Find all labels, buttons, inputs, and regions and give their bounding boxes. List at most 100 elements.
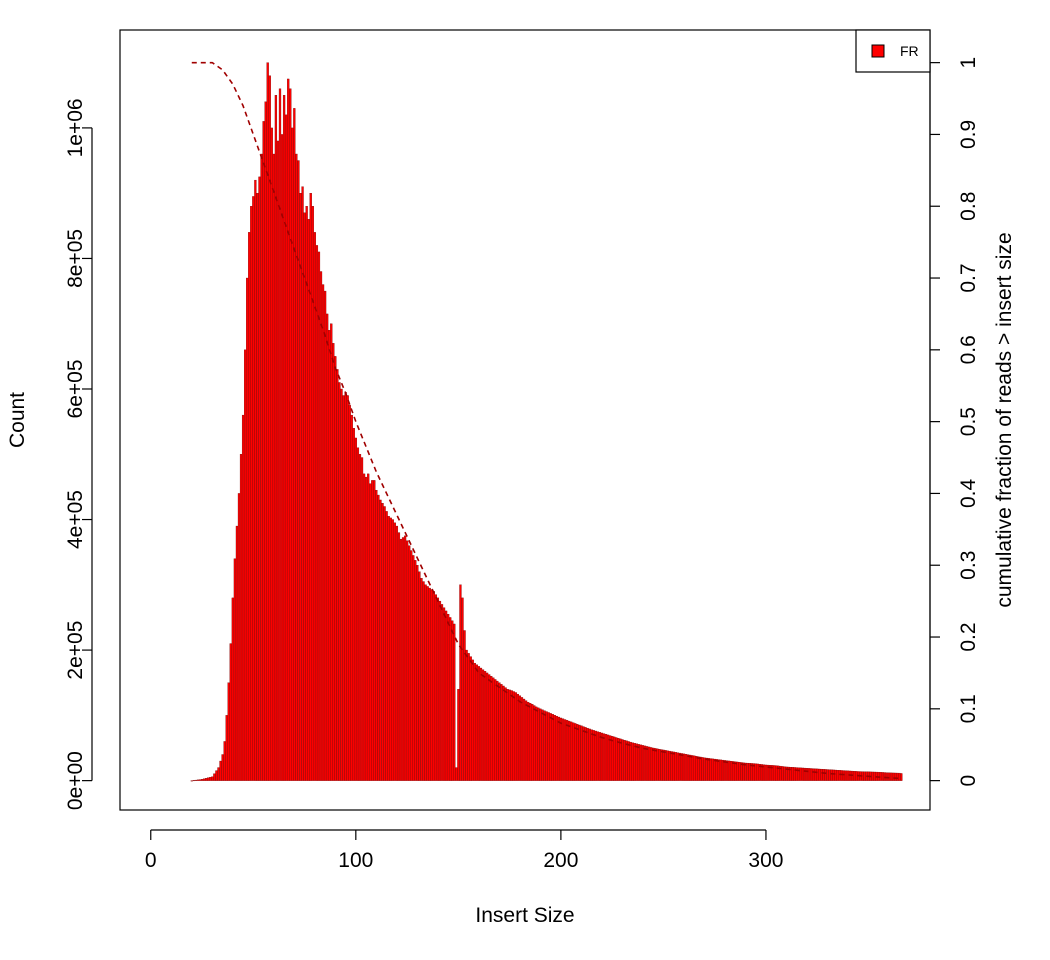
bar-insert-size-215 [590, 729, 593, 781]
bar-insert-size-227 [615, 737, 618, 781]
bar-insert-size-249 [660, 749, 663, 781]
y2-tick-label-8: 0.8 [957, 192, 980, 221]
bar-insert-size-143 [442, 607, 446, 781]
bar-insert-size-88 [330, 323, 333, 781]
bar-insert-size-161 [479, 667, 483, 781]
bar-insert-size-360 [887, 772, 891, 781]
y2-tick-label-6: 0.6 [957, 335, 980, 364]
bar-insert-size-331 [828, 769, 831, 781]
bar-insert-size-163 [483, 671, 487, 781]
bar-insert-size-82 [317, 251, 321, 781]
bar-insert-size-97 [348, 405, 351, 781]
bar-insert-size-168 [494, 679, 497, 781]
bar-insert-size-55 [262, 121, 265, 781]
bar-insert-size-192 [543, 710, 546, 781]
bar-insert-size-210 [580, 725, 583, 781]
bar-insert-size-181 [520, 697, 524, 781]
y2-tick-label-7: 0.7 [957, 263, 980, 292]
bar-insert-size-329 [824, 769, 827, 781]
legend-box [855, 29, 931, 73]
bar-insert-size-174 [506, 689, 509, 781]
bar-insert-size-177 [512, 691, 515, 781]
y2-tick-label-10: 1 [957, 57, 980, 69]
bar-insert-size-171 [500, 684, 503, 781]
bar-insert-size-357 [881, 772, 885, 781]
bar-insert-size-281 [725, 760, 729, 781]
bar-insert-size-204 [568, 720, 571, 781]
bar-insert-size-47 [246, 277, 249, 781]
bar-insert-size-284 [732, 761, 735, 781]
bar-insert-size-121 [397, 532, 401, 781]
bar-insert-size-117 [389, 517, 392, 781]
bar-insert-size-278 [719, 759, 723, 781]
bar-insert-size-25 [200, 779, 204, 781]
bar-insert-size-267 [697, 756, 700, 781]
y2-tick-label-0: 0 [957, 775, 980, 787]
bar-insert-size-127 [410, 550, 413, 781]
bar-insert-size-286 [736, 761, 739, 781]
bar-insert-size-42 [235, 525, 239, 781]
bar-insert-size-239 [639, 744, 643, 781]
bar-insert-size-51 [254, 179, 257, 781]
bar-insert-size-140 [436, 597, 440, 781]
bar-insert-size-166 [490, 676, 493, 781]
bar-insert-size-178 [514, 692, 517, 781]
bar-insert-size-344 [855, 771, 858, 781]
cumulative-fraction-line [191, 61, 902, 780]
bar-insert-size-77 [307, 219, 310, 781]
bar-insert-size-103 [360, 457, 364, 781]
bar-insert-size-198 [555, 715, 558, 781]
bar-insert-size-353 [873, 771, 876, 781]
bar-insert-size-201 [561, 718, 565, 781]
bar-insert-size-193 [545, 711, 548, 781]
bar-insert-size-146 [449, 617, 452, 781]
bar-insert-size-195 [549, 713, 552, 781]
bar-insert-size-273 [709, 758, 712, 781]
bar-insert-size-232 [625, 740, 628, 781]
bar-insert-size-159 [475, 664, 478, 781]
bar-insert-size-76 [305, 206, 308, 781]
bar-insert-size-142 [440, 604, 444, 781]
bar-insert-size-123 [401, 537, 405, 781]
bar-insert-size-224 [609, 735, 612, 781]
y2-tick-label-1: 0.1 [957, 694, 980, 723]
bar-insert-size-317 [799, 767, 802, 781]
bar-insert-size-336 [838, 770, 841, 781]
bar-insert-size-27 [205, 778, 208, 781]
bar-insert-size-34 [219, 760, 222, 781]
bar-insert-size-56 [264, 101, 267, 781]
bar-insert-size-62 [276, 140, 280, 781]
bar-insert-size-78 [309, 193, 312, 781]
bar-insert-size-238 [637, 744, 640, 781]
y-tick-label-2: 4e+05 [64, 490, 87, 549]
bar-insert-size-291 [746, 762, 749, 781]
bar-insert-size-126 [408, 545, 411, 781]
bar-insert-size-269 [701, 757, 704, 781]
bar-insert-size-236 [633, 743, 636, 781]
bar-insert-size-200 [559, 717, 563, 781]
bar-insert-size-90 [334, 356, 337, 781]
bar-insert-size-259 [680, 753, 684, 781]
bar-insert-size-157 [471, 659, 474, 781]
bar-insert-size-104 [362, 473, 366, 781]
bar-insert-size-211 [582, 726, 585, 781]
bar-insert-size-231 [623, 739, 626, 781]
bar-insert-size-295 [754, 763, 757, 781]
bar-insert-size-136 [428, 587, 431, 781]
bar-insert-size-335 [836, 770, 839, 781]
bar-insert-size-250 [662, 749, 665, 781]
bar-insert-size-272 [707, 758, 710, 781]
bar-insert-size-185 [529, 703, 532, 781]
y-tick-label-4: 8e+05 [64, 229, 87, 288]
bar-insert-size-264 [691, 755, 694, 781]
bar-insert-size-83 [319, 271, 323, 781]
bar-insert-size-247 [656, 748, 659, 781]
bar-insert-size-271 [705, 757, 708, 781]
bar-insert-size-248 [658, 748, 661, 781]
bar-insert-size-309 [783, 766, 786, 781]
bar-insert-size-167 [492, 677, 495, 781]
bar-insert-size-225 [611, 736, 614, 781]
bar-insert-size-101 [356, 447, 360, 781]
bar-insert-size-270 [703, 757, 706, 781]
bar-insert-size-229 [619, 738, 622, 781]
